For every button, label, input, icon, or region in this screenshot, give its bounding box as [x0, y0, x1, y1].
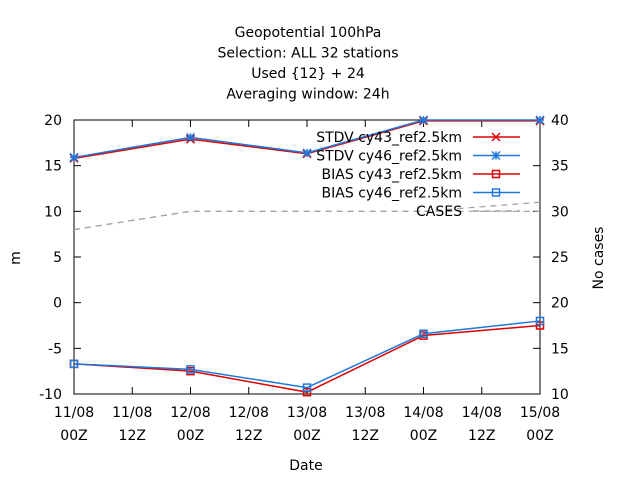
title-line: Selection: ALL 32 stations — [217, 46, 398, 62]
x-tick-label-day: 13/08 — [345, 405, 385, 421]
x-tick-label-hour: 00Z — [293, 428, 320, 444]
legend-label: BIAS cy43_ref2.5km — [322, 167, 462, 183]
title-line: Averaging window: 24h — [226, 87, 389, 103]
y2-tick-label: 10 — [551, 387, 569, 403]
y-tick-label: -10 — [39, 387, 62, 403]
x-tick-label-hour: 12Z — [352, 428, 379, 444]
y2-axis-ticks: 40 35 30 25 20 15 10 — [533, 113, 569, 403]
legend: STDV cy43_ref2.5km STDV cy46_ref2.5km BIAS… — [316, 130, 520, 220]
x-tick-label-day: 12/08 — [229, 405, 269, 421]
data-point — [186, 365, 195, 374]
legend-marker — [491, 132, 501, 142]
series-line-2 — [73, 324, 541, 393]
data-point — [418, 115, 429, 125]
y-tick-label: 10 — [44, 204, 62, 220]
chart-title: Geopotential 100hPa Selection: ALL 32 sta… — [217, 25, 398, 103]
y2-tick-label: 40 — [551, 113, 569, 129]
x-tick-label-day: 15/08 — [520, 405, 560, 421]
x-tick-label-hour: 12Z — [468, 428, 495, 444]
y2-tick-label: 30 — [551, 204, 569, 220]
x-tick-label-day: 14/08 — [403, 405, 443, 421]
x-tick-label-hour: 12Z — [119, 428, 146, 444]
y2-tick-label: 15 — [551, 341, 569, 357]
series-line-4 — [73, 201, 541, 231]
legend-label: STDV cy46_ref2.5km — [316, 149, 462, 165]
x-tick-label-day: 11/08 — [112, 405, 152, 421]
legend-marker — [491, 150, 501, 161]
data-point — [302, 148, 312, 158]
y-tick-label: 0 — [53, 296, 62, 312]
y-axis-ticks: 20 15 10 5 0 -5 -10 — [39, 113, 81, 403]
series-line-3 — [73, 320, 541, 389]
y2-tick-label: 35 — [551, 159, 569, 175]
title-line: Used {12} + 24 — [251, 66, 365, 82]
data-point — [69, 359, 79, 369]
x-tick-label-hour: 00Z — [177, 428, 204, 444]
y2-tick-label: 20 — [551, 296, 569, 312]
x-tick-label-day: 11/08 — [54, 405, 94, 421]
x-tick-label-hour: 00Z — [526, 428, 553, 444]
x-tick-label-day: 13/08 — [287, 405, 327, 421]
data-point — [535, 316, 545, 326]
series-lines — [69, 115, 545, 397]
y-axis-label: m — [8, 251, 24, 265]
plot-frame — [73, 119, 541, 395]
x-tick-label-hour: 12Z — [235, 428, 262, 444]
legend-label: STDV cy43_ref2.5km — [316, 130, 462, 146]
y2-axis-label: No cases — [591, 227, 607, 290]
x-tick-label-day: 12/08 — [170, 405, 210, 421]
x-tick-label-hour: 00Z — [60, 428, 87, 444]
data-point — [69, 152, 79, 162]
data-point — [535, 321, 545, 330]
data-point — [419, 329, 428, 338]
legend-marker — [491, 188, 501, 197]
y-tick-label: 5 — [53, 250, 62, 266]
plot-border — [73, 119, 541, 395]
x-tick-label-day: 14/08 — [462, 405, 502, 421]
y-tick-label: -5 — [48, 341, 62, 357]
data-point — [535, 115, 545, 125]
y-tick-label: 15 — [44, 159, 62, 175]
legend-label: BIAS cy46_ref2.5km — [322, 186, 462, 202]
y2-tick-label: 25 — [551, 250, 569, 266]
title-line: Geopotential 100hPa — [235, 25, 382, 41]
y-tick-label: 20 — [44, 113, 62, 129]
series-line-5 — [73, 210, 540, 231]
x-tick-label-hour: 00Z — [410, 428, 437, 444]
legend-marker — [491, 169, 501, 179]
data-point — [185, 132, 196, 142]
data-point — [302, 387, 312, 397]
legend-label: CASES — [416, 204, 462, 220]
x-axis-label: Date — [289, 458, 322, 474]
data-point — [302, 383, 312, 392]
x-axis-ticks: 11/08 00Z 11/08 12Z 12/08 00Z 12/08 12Z 13/08 00Z… — [54, 120, 560, 444]
